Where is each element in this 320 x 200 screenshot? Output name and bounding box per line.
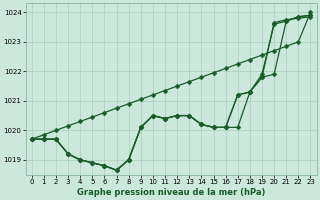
X-axis label: Graphe pression niveau de la mer (hPa): Graphe pression niveau de la mer (hPa) (77, 188, 265, 197)
